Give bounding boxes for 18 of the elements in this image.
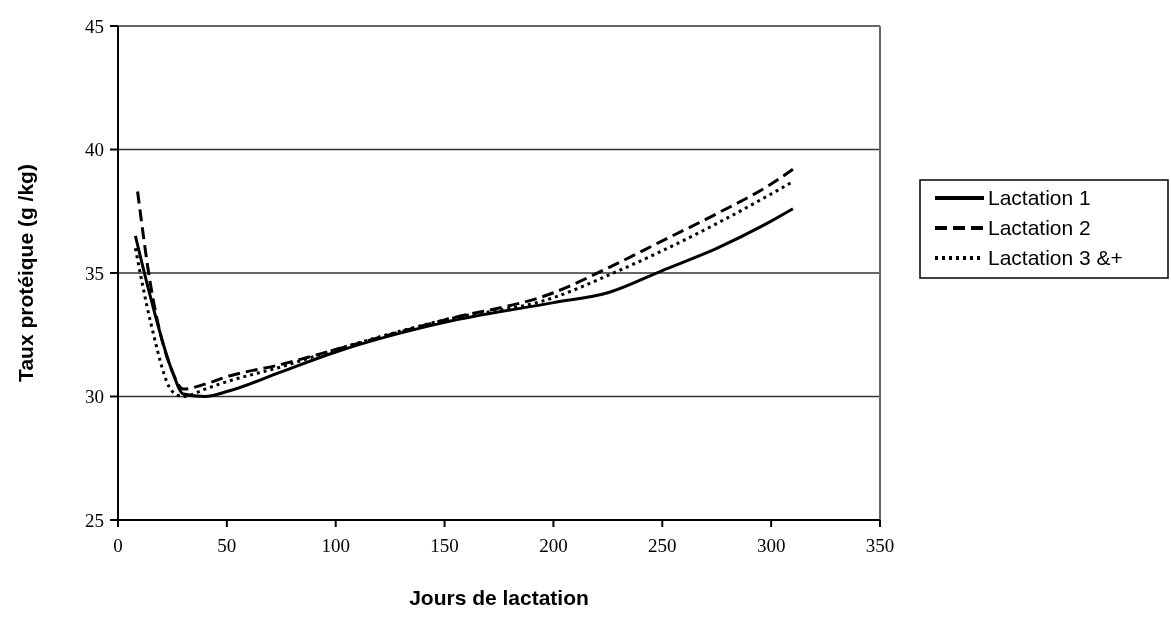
x-tick-label: 350 (865, 535, 895, 556)
y-tick-label: 40 (85, 139, 104, 161)
x-tick-label: 0 (113, 535, 123, 556)
y-tick-label: 35 (85, 262, 104, 284)
y-tick-label: 25 (85, 509, 104, 531)
x-tick-label: 100 (321, 535, 350, 556)
x-axis-title: Jours de lactation (409, 586, 589, 609)
x-tick-label: 150 (430, 535, 459, 556)
legend-label: Lactation 3 &+ (988, 246, 1123, 270)
x-tick-label: 50 (217, 535, 237, 556)
x-tick-label: 300 (756, 535, 786, 556)
y-tick-label: 45 (85, 15, 104, 37)
y-axis-title: Taux protéique (g /kg) (14, 164, 37, 382)
legend-label: Lactation 2 (988, 216, 1091, 240)
y-tick-label: 30 (85, 386, 104, 408)
legend-label: Lactation 1 (988, 186, 1091, 210)
x-tick-label: 200 (539, 535, 568, 556)
x-tick-label: 250 (648, 535, 677, 556)
